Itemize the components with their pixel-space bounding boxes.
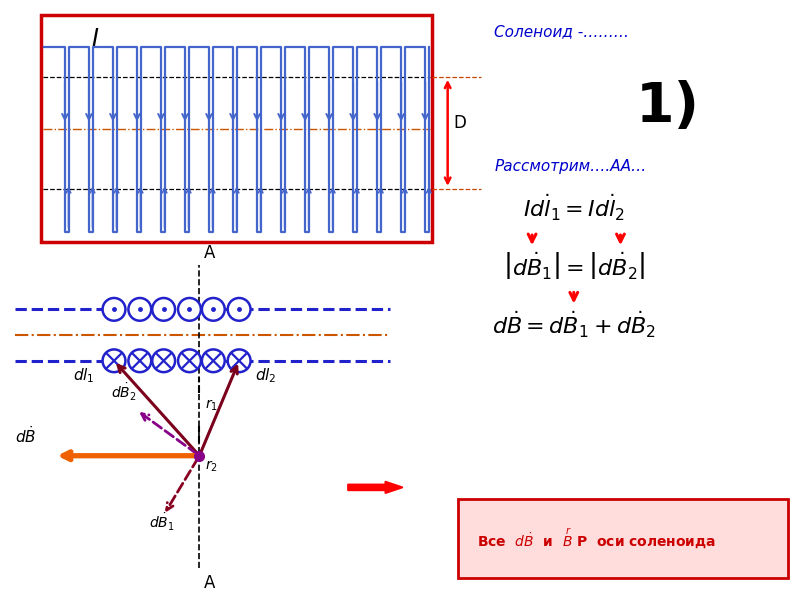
FancyBboxPatch shape	[458, 499, 788, 578]
Circle shape	[178, 349, 201, 372]
Text: A: A	[203, 574, 214, 592]
Text: $d\dot{B}$: $d\dot{B}$	[14, 425, 36, 446]
Circle shape	[202, 349, 225, 372]
Text: A: A	[203, 244, 214, 262]
Text: $dl_1$: $dl_1$	[74, 367, 95, 385]
Circle shape	[202, 298, 225, 321]
Text: $d\dot{B}_2$: $d\dot{B}_2$	[111, 382, 137, 403]
Circle shape	[102, 298, 126, 321]
Text: $d\dot{B} = d\dot{B}_1 + d\dot{B}_2$: $d\dot{B} = d\dot{B}_1 + d\dot{B}_2$	[492, 310, 656, 340]
Text: 1): 1)	[636, 80, 700, 134]
Circle shape	[128, 349, 151, 372]
Circle shape	[178, 298, 201, 321]
Text: $\left|d\dot{B}_1\right| = \left|d\dot{B}_2\right|$: $\left|d\dot{B}_1\right| = \left|d\dot{B…	[502, 250, 645, 281]
FancyBboxPatch shape	[41, 14, 432, 242]
Circle shape	[128, 298, 151, 321]
Circle shape	[152, 298, 175, 321]
Text: $r_2$: $r_2$	[206, 458, 218, 474]
Text: $\mathbf{Все}$  $d\dot{B}$  $\mathbf{и}$  $\overset{r}{B}$ $\mathbf{P}$  $\mathb: $\mathbf{Все}$ $d\dot{B}$ $\mathbf{и}$ $…	[478, 527, 717, 551]
Text: $d\dot{B}_1$: $d\dot{B}_1$	[149, 512, 174, 533]
Circle shape	[102, 349, 126, 372]
Text: D: D	[454, 114, 466, 132]
Text: $Id\dot{l}_1 = Id\dot{l}_2$: $Id\dot{l}_1 = Id\dot{l}_2$	[522, 193, 625, 223]
Text: $r_1$: $r_1$	[206, 397, 218, 413]
Text: Рассмотрим….АА…: Рассмотрим….АА…	[494, 159, 646, 174]
Text: I: I	[92, 26, 98, 50]
Circle shape	[228, 349, 250, 372]
Text: $dl_2$: $dl_2$	[255, 367, 277, 385]
Circle shape	[228, 298, 250, 321]
Circle shape	[152, 349, 175, 372]
FancyArrowPatch shape	[348, 482, 402, 493]
Text: Соленоид -………: Соленоид -………	[494, 25, 630, 40]
